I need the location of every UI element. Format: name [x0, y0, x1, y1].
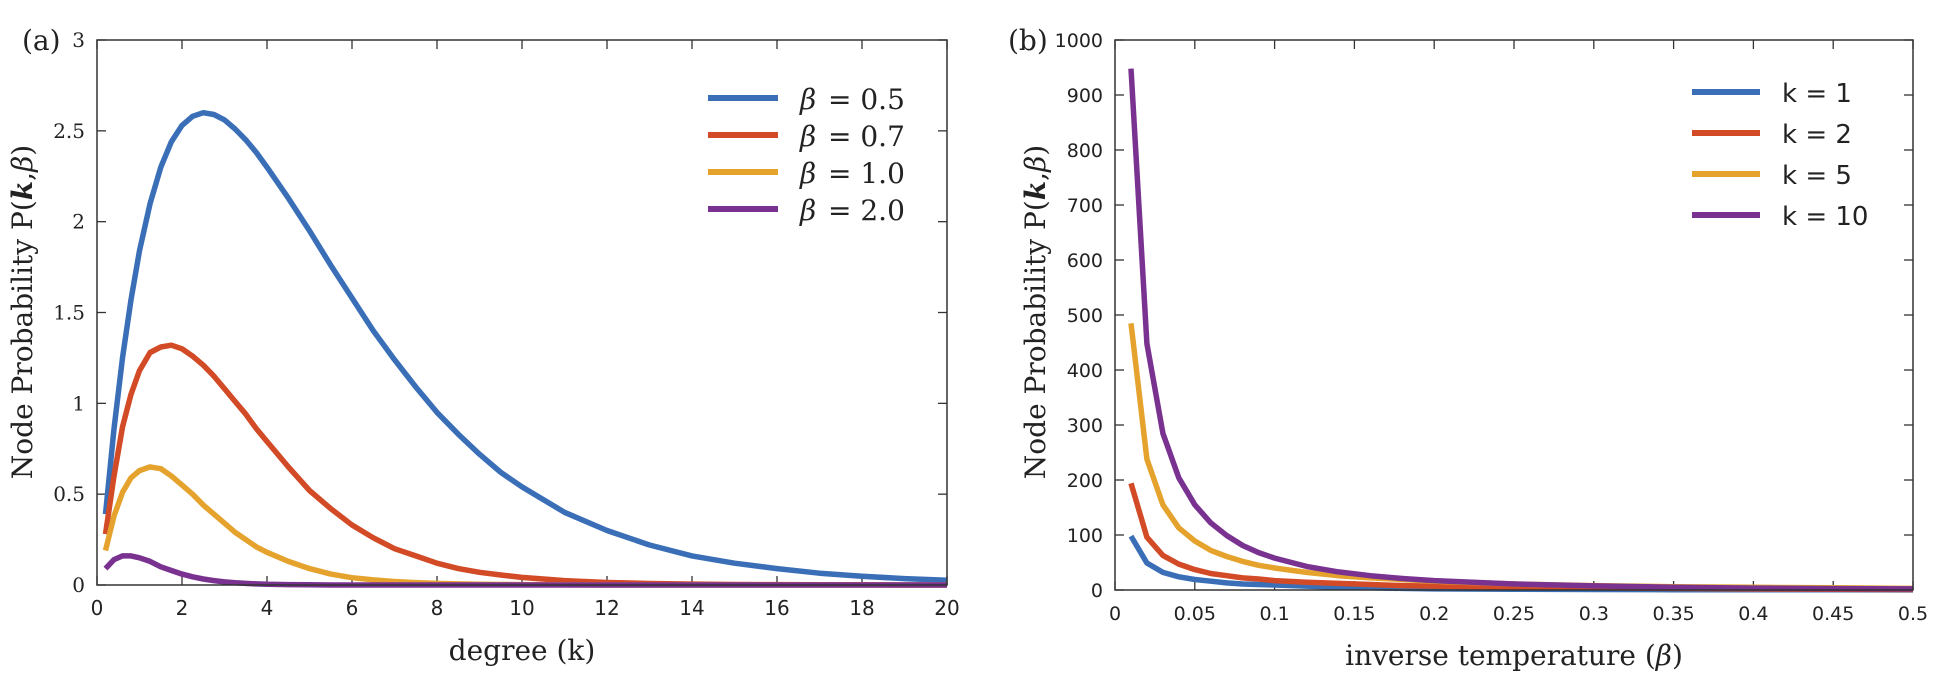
panel-b-legend-label: k = 5: [1782, 161, 1852, 191]
panel-a-y-tick-label: 1.5: [53, 301, 85, 325]
panel-a: (a) 0 2 4 6 8 10 12 14 16 18 20 0 0.5 1 1.5 2 2.5 3 degr…: [6, 24, 960, 667]
panel-b-legend-label: k = 1: [1782, 79, 1852, 109]
panel-a-series-line-2: [102, 464, 947, 588]
panel-a-legend-beta-symbol: β: [799, 83, 816, 116]
panel-a-y-label-beta: β: [6, 156, 39, 173]
panel-b-series-line-1: [1128, 482, 1914, 593]
panel-a-x-tick-label: 20: [934, 596, 959, 620]
panel-b-y-label-suffix: ): [1019, 145, 1052, 156]
panel-a-label: (a): [22, 24, 61, 57]
panel-a-y-tick-labels: 0 0.5 1 1.5 2 2.5 3: [53, 28, 85, 597]
panel-b-legend: k = 1 k = 2 k = 5 k = 10: [1692, 79, 1868, 232]
panel-a-x-tick-label: 8: [431, 596, 444, 620]
panel-b-y-tick-label: 1000: [1055, 30, 1103, 52]
panel-a-legend-beta-symbol: β: [799, 120, 816, 153]
panel-b-y-tick-label: 800: [1067, 140, 1103, 162]
panel-b-y-tick-label: 600: [1067, 250, 1103, 272]
panel-a-x-tick-label: 6: [346, 596, 359, 620]
panel-b-y-tick-label: 300: [1067, 415, 1103, 437]
panel-b-x-axis-label: inverse temperature (β): [1345, 639, 1683, 672]
panel-a-y-tick-label: 3: [72, 28, 85, 52]
panel-b-x-tick-label: 0: [1109, 603, 1121, 625]
panel-b-legend-entry-k-10: k = 10: [1692, 202, 1868, 232]
panel-a-x-tick-label: 16: [764, 596, 789, 620]
panel-b-x-tick-label: 0.45: [1812, 603, 1854, 625]
panel-a-legend-beta-symbol: β: [799, 194, 816, 227]
panel-a-x-tick-label: 0: [91, 596, 104, 620]
panel-a-y-tick-label: 1: [72, 391, 85, 415]
panel-a-y-axis-label: Node Probability P(k,β): [6, 145, 39, 479]
panel-a-legend-entry-beta-0.7: β = 0.7: [708, 120, 905, 153]
panel-b-x-tick-label: 0.15: [1333, 603, 1375, 625]
panel-b-legend-entry-k-2: k = 2: [1692, 120, 1852, 150]
panel-a-legend-value: = 1.0: [828, 157, 905, 190]
panel-a-series-line-3: [103, 553, 947, 588]
panel-a-series-line-1: [102, 342, 947, 588]
panel-a-x-tick-label: 2: [176, 596, 189, 620]
panel-b-x-label-prefix: inverse temperature (: [1345, 639, 1656, 672]
panel-b-y-tick-label: 100: [1067, 525, 1103, 547]
panel-b-x-tick-label: 0.4: [1738, 603, 1768, 625]
panel-b-x-tick-label: 0.1: [1259, 603, 1289, 625]
panel-a-x-axis-label: degree (k): [449, 634, 596, 667]
panel-a-legend: β = 0.5 β = 0.7 β = 1.0 β = 2.0: [708, 83, 905, 227]
panel-b-x-tick-label: 0.5: [1898, 603, 1928, 625]
panel-b-plot-frame: [1114, 39, 1914, 591]
panel-b-x-tick-label: 0.25: [1493, 603, 1535, 625]
panel-a-y-label-prefix: Node Probability P(: [6, 200, 39, 479]
panel-a-y-label-suffix: ): [6, 145, 39, 156]
panel-a-x-tick-labels: 0 2 4 6 8 10 12 14 16 18 20: [91, 596, 960, 620]
panel-b-y-axis-label: Node Probability P(k,β): [1019, 145, 1052, 479]
panel-b-y-tick-labels: 0 100 200 300 400 500 600 700 800 900 1000: [1055, 30, 1103, 602]
panel-b-x-tick-label: 0.35: [1652, 603, 1694, 625]
panel-b-label: (b): [1008, 24, 1048, 57]
panel-a-y-label-comma: ,: [6, 172, 39, 181]
panel-b-y-tick-label: 0: [1091, 580, 1103, 602]
panel-a-legend-entry-beta-1.0: β = 1.0: [708, 157, 905, 190]
panel-a-legend-value: = 0.5: [828, 83, 905, 116]
panel-a-y-tick-label: 2.5: [53, 119, 85, 143]
panel-b-y-tick-label: 900: [1067, 85, 1103, 107]
panel-b-x-label-suffix: ): [1672, 639, 1683, 672]
panel-a-series-line-0: [102, 109, 948, 584]
panel-b-y-label-comma: ,: [1019, 172, 1052, 181]
panel-b-x-tick-label: 0.2: [1419, 603, 1449, 625]
panel-a-y-tick-label: 0: [72, 573, 85, 597]
panel-b: (b) 0 0.05 0.1 0.15 0.2 0.25 0.3 0.35 0.4 0.45 0.5…: [1008, 24, 1928, 672]
panel-a-legend-beta-symbol: β: [799, 157, 816, 190]
panel-b-y-tick-label: 500: [1067, 305, 1103, 327]
panel-a-x-tick-label: 10: [509, 596, 534, 620]
panel-b-legend-label: k = 10: [1782, 202, 1868, 232]
panel-a-legend-entry-beta-0.5: β = 0.5: [708, 83, 905, 116]
panel-b-y-tick-label: 200: [1067, 470, 1103, 492]
panel-b-y-label-k: k: [1019, 181, 1052, 200]
panel-b-x-tick-label: 0.05: [1174, 603, 1216, 625]
panel-b-legend-label: k = 2: [1782, 120, 1852, 150]
panel-a-legend-value: = 2.0: [828, 194, 905, 227]
panel-a-y-tick-label: 2: [72, 210, 85, 234]
panel-b-x-tick-labels: 0 0.05 0.1 0.15 0.2 0.25 0.3 0.35 0.4 0.45 0.5: [1109, 603, 1928, 625]
panel-b-y-label-beta: β: [1019, 156, 1052, 173]
panel-b-legend-entry-k-1: k = 1: [1692, 79, 1852, 109]
panel-a-legend-entry-beta-2.0: β = 2.0: [708, 194, 905, 227]
panel-a-plot-frame: [96, 39, 948, 586]
panel-a-x-tick-label: 12: [594, 596, 619, 620]
panel-b-y-tick-label: 400: [1067, 360, 1103, 382]
panel-b-legend-entry-k-5: k = 5: [1692, 161, 1852, 191]
panel-a-x-tick-label: 18: [849, 596, 874, 620]
panel-a-legend-value: = 0.7: [828, 120, 905, 153]
panel-a-x-tick-label: 14: [679, 596, 704, 620]
panel-b-x-label-beta: β: [1655, 639, 1672, 672]
panel-a-x-tick-label: 4: [261, 596, 274, 620]
panel-b-y-tick-label: 700: [1067, 195, 1103, 217]
panel-b-y-label-prefix: Node Probability P(: [1019, 200, 1052, 479]
panel-a-y-tick-label: 0.5: [53, 482, 85, 506]
panel-a-series: [102, 109, 948, 588]
panel-a-y-label-k: k: [6, 181, 39, 200]
panel-b-x-tick-label: 0.3: [1579, 603, 1609, 625]
panel-b-series-line-3: [1128, 68, 1914, 592]
